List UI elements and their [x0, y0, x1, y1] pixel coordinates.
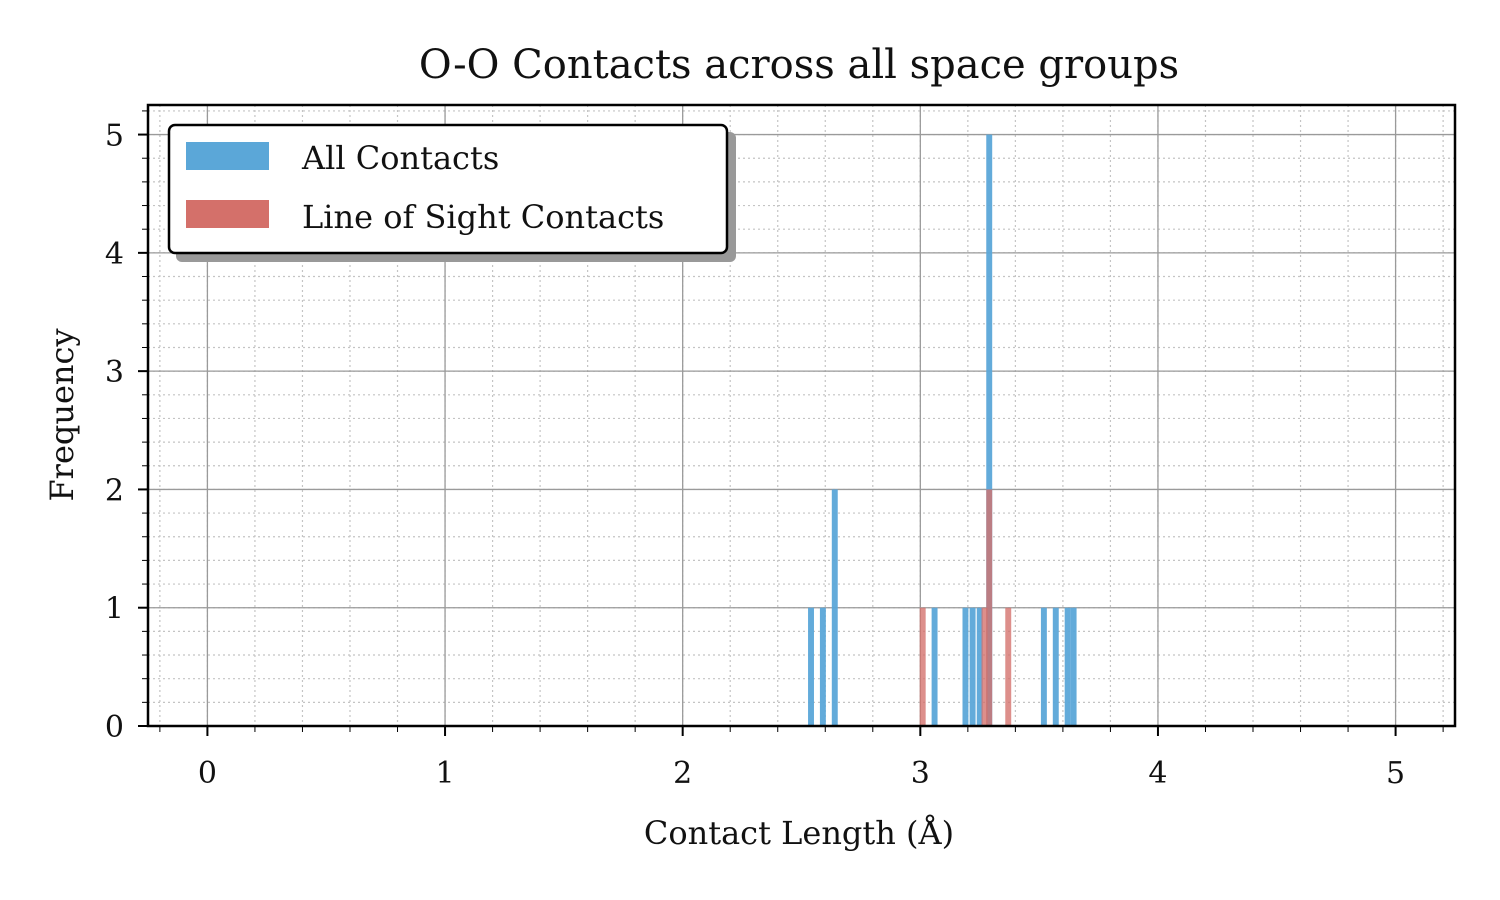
x-tick-label: 2 — [673, 756, 692, 791]
histogram-bar — [976, 607, 983, 726]
legend-label-all-contacts: All Contacts — [301, 139, 499, 177]
x-tick-labels: 0 1 2 3 4 5 — [198, 756, 1405, 791]
axis-ticks — [138, 110, 1444, 736]
legend-box — [167, 123, 729, 255]
x-axis-label: Contact Length (Å) — [644, 814, 954, 852]
legend-label-line-of-sight: Line of Sight Contacts — [302, 198, 664, 236]
x-tick-label: 0 — [198, 756, 217, 791]
y-tick-label: 5 — [105, 119, 124, 154]
histogram-bar — [1005, 607, 1012, 726]
y-tick-labels: 0 1 2 3 4 5 — [105, 119, 124, 745]
chart-title: O-O Contacts across all space groups — [419, 42, 1179, 88]
y-axis-label: Frequency — [43, 328, 81, 501]
major-grid — [148, 105, 1455, 726]
x-tick-label: 3 — [911, 756, 930, 791]
series-line-of-sight — [919, 489, 1012, 726]
plot-frame — [146, 103, 1457, 728]
histogram-bar — [1070, 607, 1077, 726]
legend-swatch-line-of-sight — [186, 200, 269, 228]
legend-swatch-all-contacts — [186, 142, 269, 170]
histogram-bar — [1052, 607, 1059, 726]
histogram-bar — [986, 134, 993, 727]
histogram-bar — [962, 607, 969, 726]
histogram-bar — [808, 607, 814, 726]
histogram-bar — [986, 489, 993, 726]
y-tick-label: 3 — [105, 355, 124, 390]
histogram-bar — [819, 607, 826, 726]
x-tick-label: 4 — [1148, 756, 1167, 791]
series-all-contacts — [808, 134, 1077, 727]
histogram-bar — [919, 607, 926, 726]
legend: All Contacts Line of Sight Contacts — [167, 123, 736, 262]
histogram-bar — [931, 607, 938, 726]
y-tick-label: 4 — [105, 237, 124, 272]
y-tick-label: 0 — [105, 710, 124, 745]
histogram-bar — [981, 607, 988, 726]
histogram-bar — [831, 489, 838, 726]
y-tick-label: 1 — [105, 592, 124, 627]
x-tick-label: 1 — [435, 756, 454, 791]
bars-layer — [808, 134, 1077, 727]
y-tick-label: 2 — [105, 473, 124, 508]
histogram-bar — [1064, 607, 1071, 726]
histogram-bar — [969, 607, 976, 726]
x-tick-label: 5 — [1386, 756, 1405, 791]
histogram-bar — [1040, 607, 1047, 726]
